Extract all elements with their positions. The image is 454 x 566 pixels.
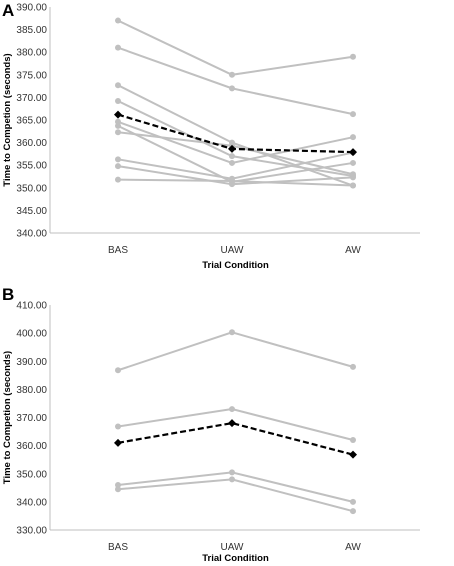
y-tick-label: 375.00	[16, 70, 47, 81]
y-tick-label: 380.00	[16, 48, 47, 59]
participant-point-marker	[229, 71, 235, 78]
participant-point-marker	[350, 182, 356, 189]
y-tick-label: 385.00	[16, 25, 47, 36]
y-tick-label: 370.00	[16, 413, 47, 424]
mean-point-marker	[349, 450, 357, 459]
chart-panel-a: A 340.00 345.00 350.00 355.00 360.00 365.00 37…	[0, 0, 454, 276]
y-tick-label: 410.00	[16, 301, 47, 312]
y-tick-label: 380.00	[16, 385, 47, 396]
participant-point-marker	[229, 406, 235, 413]
chart-b: 330.00 340.00 350.00 360.00 370.00 380.00 390.…	[2, 301, 420, 564]
participant-point-marker	[115, 156, 121, 163]
participant-point-marker	[115, 482, 121, 488]
y-tick-label: 400.00	[16, 329, 47, 340]
participant-series-line	[117, 19, 354, 76]
mean-point-marker	[114, 438, 122, 447]
y-axis-title: Time to Competion (seconds)	[2, 351, 13, 484]
x-tick-label: BAS	[108, 542, 128, 553]
participant-point-marker	[229, 476, 235, 483]
panel-label: A	[2, 1, 15, 20]
y-tick-label: 330.00	[16, 526, 47, 537]
y-tick-label: 390.00	[16, 3, 47, 14]
y-tick-label: 350.00	[16, 183, 47, 194]
y-tick-label: 355.00	[16, 161, 47, 172]
x-axis-title: Trial Condition	[202, 553, 269, 564]
participant-point-marker	[115, 486, 121, 493]
chart-a: 340.00 345.00 350.00 355.00 360.00 365.00 370.…	[2, 3, 420, 271]
participant-point-marker	[229, 469, 235, 476]
participant-point-marker	[115, 82, 121, 89]
participant-point-marker	[115, 129, 121, 136]
participant-point-marker	[350, 174, 356, 181]
y-axis-title: Time to Competion (seconds)	[2, 53, 13, 186]
participant-point-marker	[115, 122, 121, 129]
mean-point-marker	[228, 144, 236, 153]
mean-series-line	[117, 422, 354, 456]
participant-point-marker	[115, 176, 121, 183]
participant-point-marker	[350, 134, 356, 141]
participant-point-marker	[115, 367, 121, 374]
participant-point-marker	[350, 111, 356, 118]
participant-point-marker	[350, 53, 356, 60]
y-tick-label: 365.00	[16, 116, 47, 127]
participant-point-marker	[115, 44, 121, 51]
participant-point-marker	[229, 85, 235, 92]
y-tick-label: 360.00	[16, 441, 47, 452]
x-tick-label: AW	[345, 245, 361, 256]
x-axis-title: Trial Condition	[202, 260, 269, 271]
participant-series-line	[117, 46, 354, 116]
participant-point-marker	[115, 423, 121, 430]
mean-point-marker	[349, 148, 357, 157]
y-tick-label: 340.00	[16, 497, 47, 508]
mean-point-marker	[228, 419, 236, 428]
x-tick-label: AW	[345, 542, 361, 553]
participant-point-marker	[115, 17, 121, 24]
participant-point-marker	[350, 508, 356, 515]
participant-point-marker	[229, 178, 235, 185]
x-tick-label: UAW	[221, 245, 245, 256]
mean-point-marker	[114, 110, 122, 119]
participant-point-marker	[229, 329, 235, 336]
participant-point-marker	[115, 163, 121, 170]
participant-series-line	[117, 478, 354, 513]
chart-panel-b: B 330.00 340.00 350.00 360.00 370.00 380.00 39…	[0, 283, 454, 566]
participant-point-marker	[115, 98, 121, 105]
participant-point-marker	[350, 159, 356, 166]
x-tick-label: BAS	[108, 245, 128, 256]
participant-point-marker	[229, 159, 235, 166]
participant-point-marker	[350, 498, 356, 505]
participant-point-marker	[350, 437, 356, 443]
y-tick-label: 340.00	[16, 229, 47, 240]
panel-label: B	[2, 285, 15, 304]
y-tick-label: 360.00	[16, 138, 47, 149]
participant-point-marker	[229, 153, 235, 160]
x-tick-label: UAW	[221, 542, 245, 553]
y-tick-label: 345.00	[16, 206, 47, 217]
y-tick-label: 370.00	[16, 93, 47, 104]
y-tick-label: 350.00	[16, 469, 47, 480]
participant-series-line	[117, 331, 354, 372]
participant-point-marker	[350, 363, 356, 370]
y-tick-label: 390.00	[16, 357, 47, 368]
